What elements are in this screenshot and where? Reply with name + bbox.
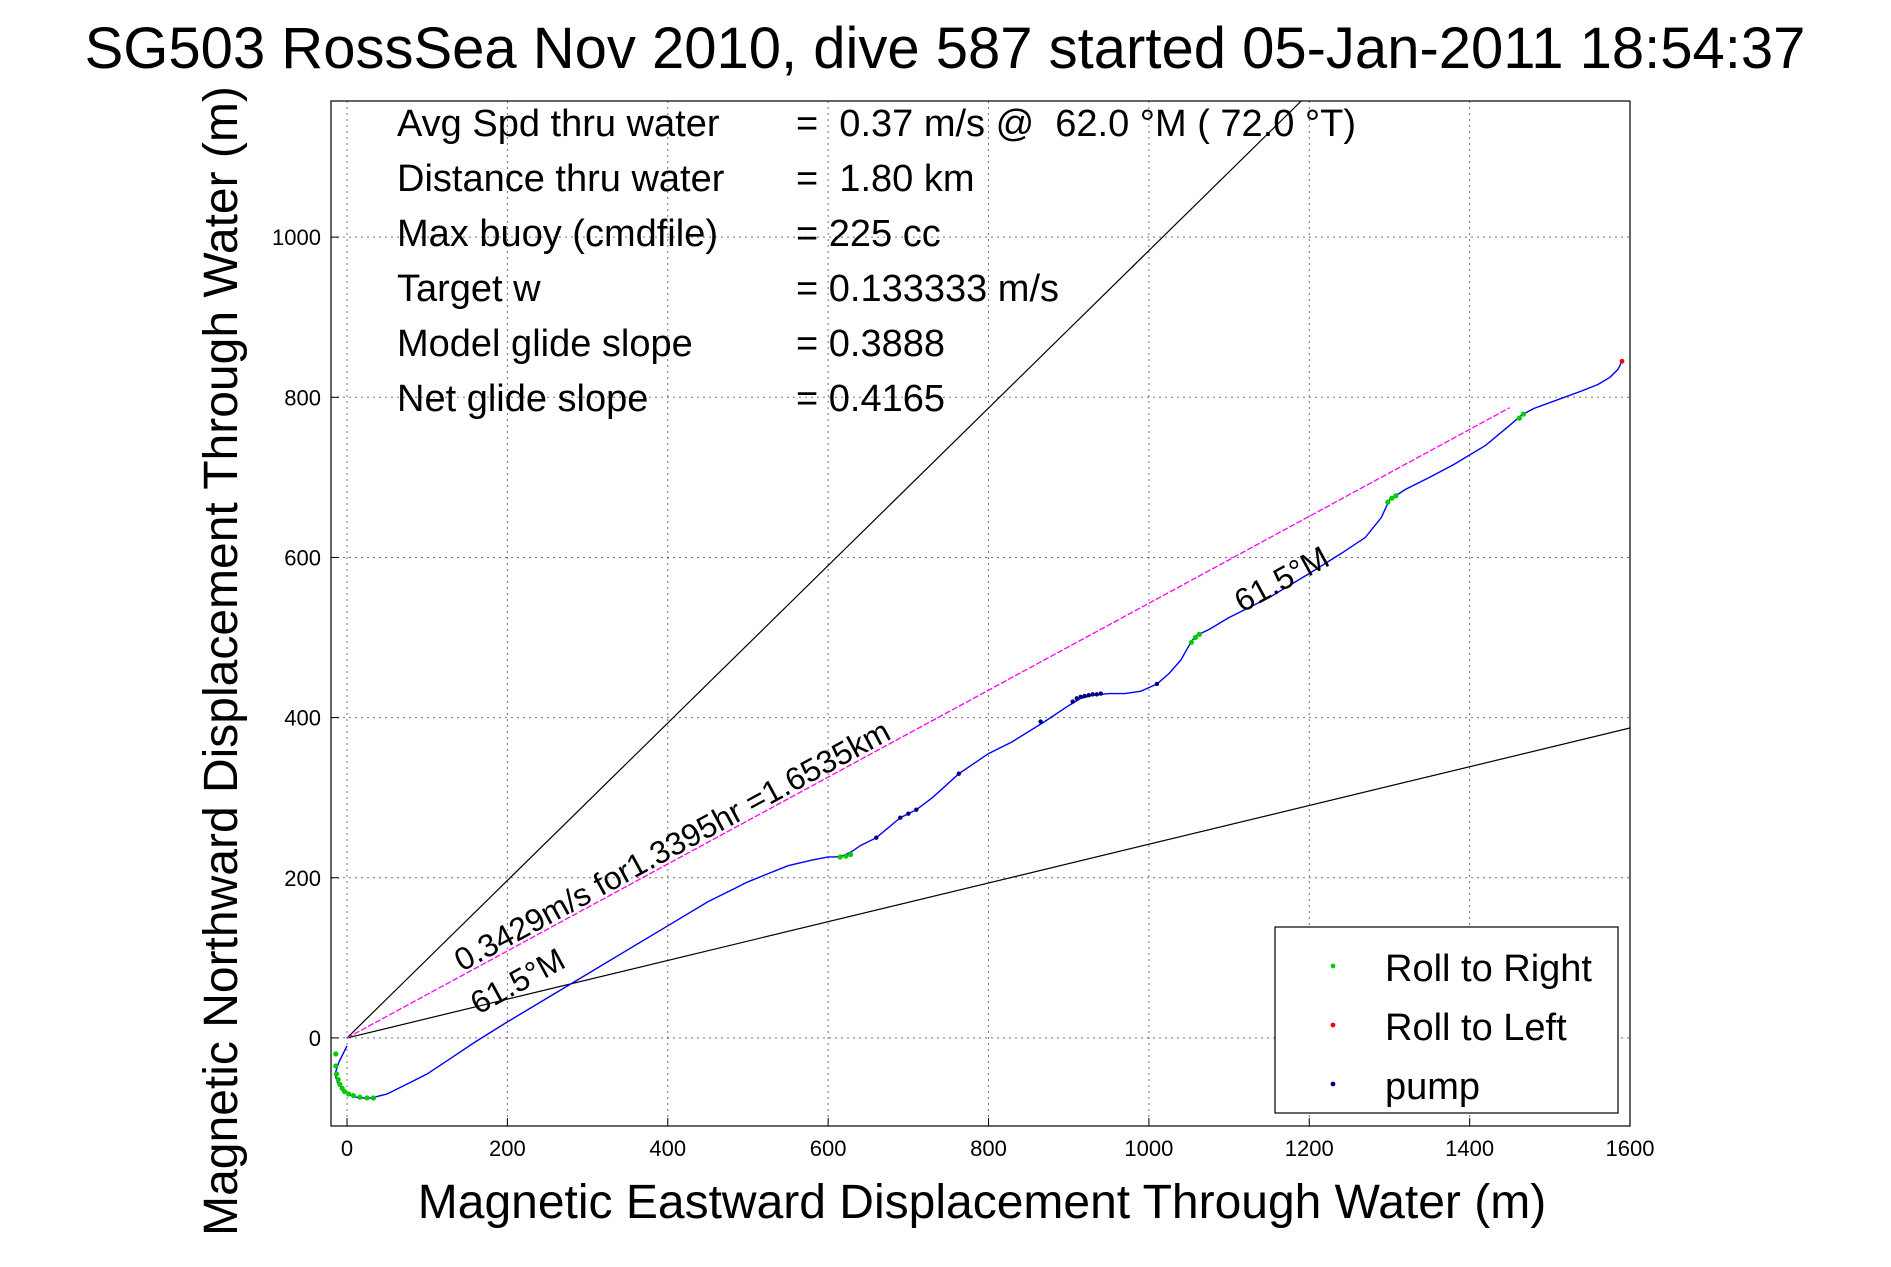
y-tick-label: 400 — [284, 706, 321, 731]
roll-right-marker — [370, 1095, 377, 1101]
grid-lines — [331, 101, 1631, 1126]
roll-right-marker — [346, 1091, 352, 1097]
pump-marker — [1078, 694, 1083, 699]
dive-track-line — [334, 360, 1623, 1099]
stat-label: Target w — [397, 268, 541, 310]
x-tick-label: 1000 — [1124, 1136, 1173, 1161]
legend-entries: Roll to Right Roll to Left pump — [1330, 948, 1592, 1108]
pump-marker — [914, 807, 919, 812]
plot-frame — [330, 100, 1631, 1127]
x-axis-label: Magnetic Eastward Displacement Through W… — [418, 1176, 1546, 1229]
roll-right-marker — [364, 1095, 370, 1101]
roll-right-marker — [1393, 493, 1399, 499]
legend-label: Roll to Right — [1385, 948, 1592, 990]
stat-label: Distance thru water — [397, 158, 725, 200]
roll-right-marker — [1516, 415, 1522, 421]
roll-right-marker — [1196, 631, 1203, 637]
speed-annotation: 0.3429m/s for1.3395hr =1.6535km — [448, 713, 896, 978]
pump-marker — [906, 811, 911, 816]
stat-value: = 0.4165 — [796, 378, 945, 420]
heading-bound-line — [346, 101, 1302, 1039]
pump-marker — [1090, 692, 1095, 697]
roll-right-marker — [350, 1092, 357, 1099]
stat-value: = 0.133333 m/s — [796, 268, 1059, 310]
roll-right-marker — [342, 1088, 348, 1095]
x-tick-label: 0 — [341, 1136, 353, 1161]
roll-left-marker — [1619, 358, 1625, 364]
net-track-line — [346, 407, 1511, 1039]
pump-marker — [1070, 699, 1075, 704]
x-tick-label: 400 — [649, 1136, 686, 1161]
stat-label: Net glide slope — [397, 378, 648, 420]
stat-label: Model glide slope — [397, 323, 693, 365]
heading-bound-lines — [346, 101, 1630, 1039]
roll-right-marker — [843, 853, 849, 859]
legend-marker — [1330, 1022, 1336, 1028]
legend-label: Roll to Left — [1385, 1007, 1567, 1049]
stat-value: = 0.37 m/s @ 62.0 °M ( 72.0 °T) — [796, 103, 1356, 145]
pump-marker — [956, 771, 962, 776]
x-tick-label: 800 — [970, 1136, 1007, 1161]
roll-right-marker — [1188, 639, 1194, 645]
stat-label: Max buoy (cmdfile) — [397, 213, 718, 255]
roll-right-marker — [333, 1063, 339, 1069]
tick-labels: 0 200 400 600 800 1000 1200 1400 1600 0 200 400 600 8… — [272, 225, 1654, 1161]
roll-right-marker — [333, 1051, 339, 1057]
x-tick-label: 1600 — [1606, 1136, 1655, 1161]
stat-value: = 0.3888 — [796, 323, 945, 365]
pump-marker — [1074, 696, 1079, 701]
roll-right-marker — [335, 1076, 341, 1083]
stat-value: = 1.80 km — [796, 158, 974, 200]
stat-label: Avg Spd thru water — [397, 103, 720, 145]
roll-right-marker — [837, 854, 843, 860]
y-tick-label: 200 — [284, 866, 321, 891]
pump-marker — [1154, 681, 1160, 687]
x-tick-label: 200 — [489, 1136, 526, 1161]
roll-right-marker — [337, 1081, 343, 1087]
x-tick-label: 1400 — [1445, 1136, 1494, 1161]
legend: Roll to Right Roll to Left pump — [1274, 926, 1619, 1114]
legend-marker — [1330, 963, 1336, 969]
roll-right-marker — [357, 1094, 363, 1100]
y-tick-label: 1000 — [272, 225, 321, 250]
x-tick-label: 600 — [810, 1136, 847, 1161]
marker-layer — [333, 358, 1625, 1101]
pump-marker — [874, 835, 879, 840]
stat-value: = 225 cc — [796, 213, 941, 255]
pump-marker — [1082, 693, 1087, 699]
legend-marker — [1330, 1081, 1336, 1087]
y-tick-label: 0 — [309, 1026, 321, 1051]
roll-right-marker — [848, 851, 854, 858]
roll-right-marker — [1385, 499, 1391, 505]
pump-marker — [898, 815, 903, 820]
roll-right-marker — [1192, 634, 1198, 641]
roll-right-marker — [1389, 495, 1395, 501]
y-tick-label: 600 — [284, 545, 321, 570]
heading-bound-line — [346, 727, 1630, 1039]
series-layer — [334, 360, 1623, 1099]
roll-right-marker — [1520, 411, 1526, 417]
y-tick-label: 800 — [284, 385, 321, 410]
roll-right-marker — [334, 1071, 340, 1077]
legend-label: pump — [1385, 1066, 1480, 1108]
pump-marker — [1098, 691, 1103, 696]
chart-title: SG503 RossSea Nov 2010, dive 587 started… — [85, 16, 1806, 81]
stats-block: Avg Spd thru water = 0.37 m/s @ 62.0 °M (… — [397, 103, 1356, 420]
pump-marker — [1038, 719, 1043, 724]
pump-marker — [1094, 692, 1099, 697]
legend-box — [1274, 926, 1619, 1114]
x-tick-label: 1200 — [1285, 1136, 1334, 1161]
y-axis-label: Magnetic Northward Displacement Through … — [195, 86, 248, 1236]
pump-marker — [1086, 692, 1091, 698]
